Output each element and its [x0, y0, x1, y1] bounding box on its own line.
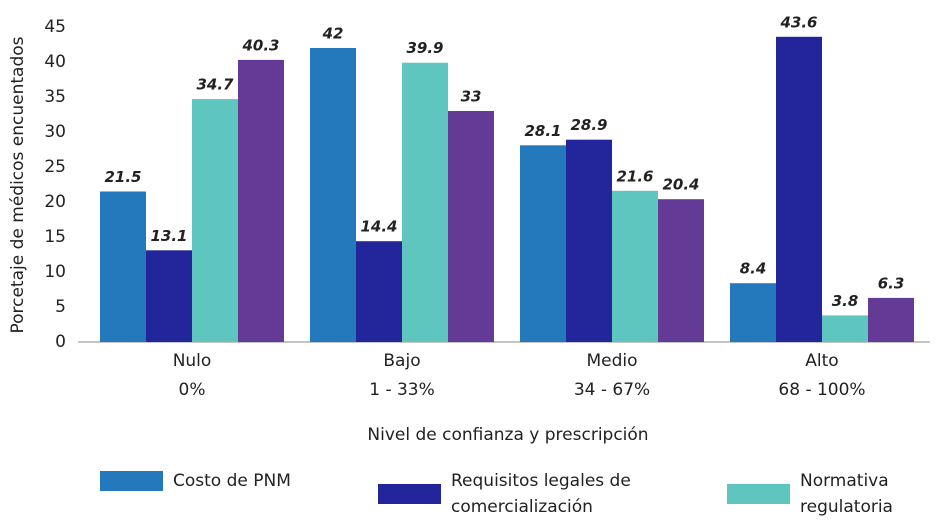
bar [730, 283, 776, 342]
legend-item: Normativa regulatoria [727, 468, 930, 520]
bar [822, 315, 868, 342]
y-tick-label: 40 [44, 52, 66, 72]
x-tick-label: Medio [586, 351, 637, 371]
x-tick-label: 68 - 100% [778, 380, 865, 400]
y-tick-label: 10 [44, 262, 66, 282]
y-tick-label: 35 [44, 87, 66, 107]
y-tick-label: 15 [44, 227, 66, 247]
bar [100, 191, 146, 342]
y-tick-label: 25 [44, 157, 66, 177]
value-label: 8.4 [740, 260, 767, 278]
y-tick-label: 30 [44, 122, 66, 142]
x-tick-label: 0% [179, 380, 206, 400]
x-tick-label: Bajo [383, 351, 420, 371]
bar [612, 190, 658, 342]
value-label: 21.5 [104, 168, 141, 186]
y-tick-label: 5 [55, 297, 66, 317]
bar [238, 59, 284, 343]
bar [566, 139, 612, 342]
x-axis-title: Nivel de confianza y prescripción [367, 425, 648, 445]
y-tick-label: 0 [55, 332, 66, 352]
bar [448, 111, 494, 342]
y-tick-label: 20 [44, 192, 66, 212]
legend-item: Requisitos legales de comercialización [378, 468, 701, 520]
bar [658, 199, 704, 342]
x-tick-label: Alto [805, 351, 838, 371]
value-label: 34.7 [196, 76, 234, 94]
legend-label: Requisitos legales de comercialización [451, 471, 631, 517]
bar [146, 250, 192, 342]
value-label: 40.3 [241, 36, 279, 54]
y-axis-title: Porcetaje de médicos encuentados [8, 36, 28, 333]
value-label: 21.6 [616, 167, 653, 185]
value-label: 42 [322, 25, 344, 43]
legend-label: Costo de PNM [173, 471, 291, 491]
legend-swatch [727, 484, 790, 504]
value-label: 28.9 [570, 116, 607, 134]
value-label: 33 [461, 88, 482, 106]
bar [520, 145, 566, 342]
legend-label: Normativa regulatoria [800, 471, 893, 517]
legend-item: Costo de PNM [100, 468, 291, 494]
bar [192, 99, 238, 342]
value-label: 13.1 [150, 227, 187, 245]
x-tick-label: Nulo [173, 351, 212, 371]
value-label: 28.1 [524, 122, 561, 140]
bar [402, 62, 448, 342]
legend-swatch [378, 484, 441, 504]
bar [868, 297, 914, 342]
value-label: 3.8 [832, 292, 859, 310]
y-tick-label: 45 [44, 17, 66, 37]
bar [356, 241, 402, 342]
value-label: 39.9 [406, 39, 443, 57]
x-tick-label: 1 - 33% [369, 380, 435, 400]
value-label: 20.4 [662, 176, 699, 194]
legend-swatch [100, 471, 163, 491]
value-label: 6.3 [878, 274, 905, 292]
x-tick-label: 34 - 67% [574, 380, 650, 400]
bar [776, 36, 822, 343]
value-label: 43.6 [779, 13, 817, 31]
value-label: 14.4 [360, 218, 397, 236]
bar [310, 48, 356, 342]
